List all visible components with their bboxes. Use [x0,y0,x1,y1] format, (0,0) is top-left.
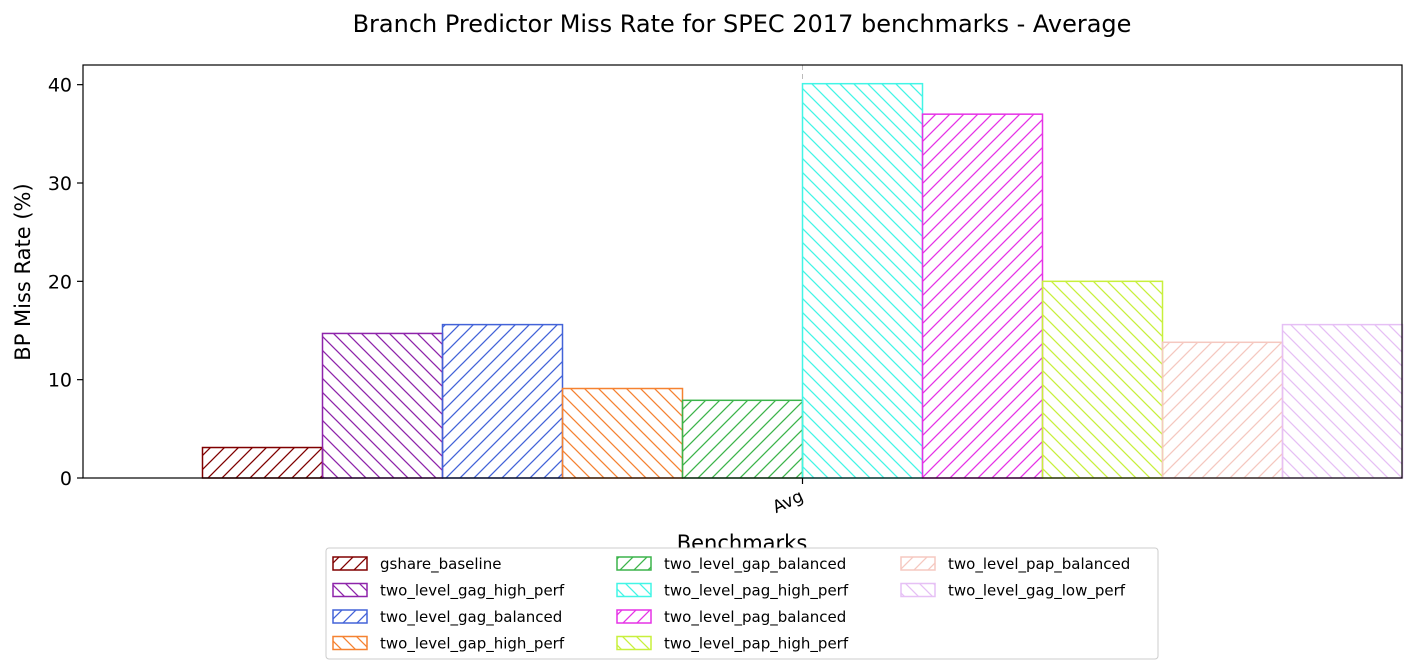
legend-swatch-two_level_gag_low_perf [900,582,936,598]
legend-swatch-two_level_gap_balanced [616,556,652,571]
y-tick-label: 20 [48,271,72,293]
legend-swatch-two_level_gag_high_perf [332,582,368,598]
legend-label-two_level_pap_balanced: two_level_pap_balanced [948,555,1130,574]
legend: gshare_baselinetwo_level_gag_high_perftw… [325,547,1159,660]
bar-two_level_gap_balanced [681,399,804,479]
plot-frame [82,64,1403,479]
bar-two_level_pag_balanced [921,113,1044,479]
legend-label-two_level_pag_balanced: two_level_pag_balanced [664,608,846,627]
legend-label-two_level_gap_balanced: two_level_gap_balanced [664,555,846,574]
legend-swatch-two_level_pap_balanced [900,556,936,571]
legend-swatch-two_level_gap_high_perf [332,635,368,651]
y-tick-label: 10 [48,370,72,392]
legend-label-gshare_baseline: gshare_baseline [380,555,501,574]
legend-label-two_level_pag_high_perf: two_level_pag_high_perf [664,582,849,601]
legend-label-two_level_pap_high_perf: two_level_pap_high_perf [664,635,849,654]
y-tick-label: 30 [48,173,72,195]
bar-two_level_gag_high_perf [321,332,444,479]
legend-label-two_level_gap_high_perf: two_level_gap_high_perf [380,635,565,654]
bar-two_level_pap_high_perf [1041,280,1164,479]
legend-swatch-two_level_gag_balanced [332,609,368,624]
plot-area: 0 10 20 30 40 Avg [48,64,1404,518]
legend-label-two_level_gag_balanced: two_level_gag_balanced [380,608,562,627]
bar-two_level_gag_low_perf [1281,323,1404,479]
bar-two_level_gap_high_perf [561,387,684,479]
y-axis-label: BP Miss Rate (%) [11,183,35,360]
legend-box [325,547,1159,660]
chart-title: Branch Predictor Miss Rate for SPEC 2017… [353,10,1132,38]
bar-two_level_pag_high_perf [801,82,924,479]
y-tick-label: 0 [60,468,72,490]
legend-label-two_level_gag_low_perf: two_level_gag_low_perf [948,582,1126,601]
legend-label-two_level_gag_high_perf: two_level_gag_high_perf [380,582,565,601]
legend-swatch-gshare_baseline [332,556,368,571]
legend-swatch-two_level_pag_high_perf [616,582,652,598]
y-tick-label: 40 [48,75,72,97]
bar-two_level_gag_balanced [441,323,564,479]
bar-two_level_pap_balanced [1161,341,1284,479]
bar-gshare_baseline [201,446,324,479]
x-tick-label: Avg [770,486,807,517]
legend-swatch-two_level_pag_balanced [616,609,652,624]
legend-swatch-two_level_pap_high_perf [616,635,652,651]
